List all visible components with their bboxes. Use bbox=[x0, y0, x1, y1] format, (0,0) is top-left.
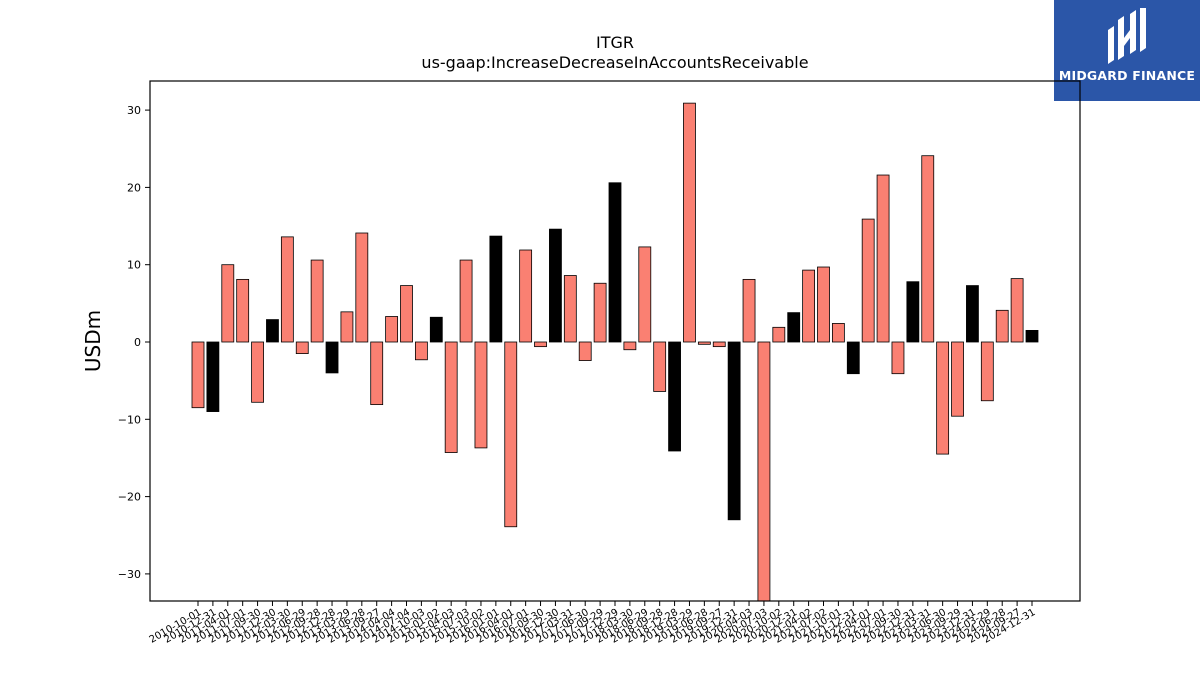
bar-2011-07-01 bbox=[236, 278, 250, 343]
bar-2022-07-01 bbox=[876, 174, 890, 343]
bar-2018-03-30 bbox=[623, 341, 637, 351]
bar-2016-09-30 bbox=[534, 341, 547, 348]
bar-2023-06-30 bbox=[936, 341, 950, 455]
bar-2015-04-03 bbox=[444, 341, 458, 453]
bar-2012-03-30 bbox=[280, 236, 294, 343]
bar-2020-07-03 bbox=[757, 341, 771, 602]
bar-2021-04-02 bbox=[802, 269, 816, 343]
bar-2024-06-28 bbox=[995, 309, 1009, 343]
bar-2019-06-28 bbox=[697, 341, 711, 345]
bar-2015-01-02 bbox=[429, 316, 443, 343]
bar-2024-03-29 bbox=[980, 341, 994, 402]
bar-2012-09-28 bbox=[310, 259, 324, 343]
y-tick-label: 10 bbox=[127, 259, 141, 272]
y-ticks-group: −30 −20 −10 0 10 20 30 bbox=[118, 104, 150, 581]
bar-2023-12-31 bbox=[966, 285, 979, 343]
bar-2017-12-29 bbox=[608, 182, 622, 343]
bar-2017-03-31 bbox=[563, 275, 577, 343]
bar-2012-06-29 bbox=[295, 341, 309, 355]
bar-2015-10-02 bbox=[474, 341, 488, 449]
bar-2018-09-28 bbox=[653, 341, 667, 392]
bar-2023-03-31 bbox=[921, 155, 935, 343]
y-tick-label: −20 bbox=[118, 491, 141, 504]
bar-2013-06-28 bbox=[355, 232, 369, 343]
chart-subtitle: us-gaap:IncreaseDecreaseInAccountsReceiv… bbox=[421, 53, 808, 72]
bar-2021-10-01 bbox=[831, 323, 845, 343]
bar-2020-12-31 bbox=[787, 312, 801, 343]
bar-2019-12-31 bbox=[727, 341, 741, 521]
y-tick-label: −30 bbox=[118, 568, 141, 581]
bar-2016-04-01 bbox=[504, 341, 518, 528]
bar-2014-07-04 bbox=[400, 285, 413, 343]
bar-2016-07-01 bbox=[519, 249, 533, 343]
bar-2020-10-02 bbox=[772, 326, 786, 343]
bar-2024-12-31 bbox=[1025, 329, 1039, 343]
y-tick-label: 30 bbox=[127, 104, 141, 117]
brand-name: MIDGARD FINANCE bbox=[1058, 68, 1196, 83]
bar-2022-12-31 bbox=[906, 281, 920, 343]
bar-2010-10-01 bbox=[191, 341, 205, 409]
bar-2024-09-27 bbox=[1010, 278, 1024, 343]
y-tick-label: −10 bbox=[118, 413, 141, 426]
bar-2015-07-03 bbox=[459, 259, 473, 343]
bar-2010-12-31 bbox=[206, 341, 220, 412]
y-axis-label: USDm bbox=[81, 310, 105, 372]
bar-2017-06-30 bbox=[578, 341, 592, 361]
bar-2017-09-29 bbox=[593, 282, 607, 343]
bar-2011-09-30 bbox=[251, 341, 264, 403]
chart-title: ITGR bbox=[596, 33, 634, 52]
bar-2021-07-02 bbox=[817, 266, 830, 343]
bar-2016-12-30 bbox=[549, 228, 562, 343]
bar-2022-04-01 bbox=[861, 218, 875, 343]
midgard-logo-icon bbox=[1108, 8, 1146, 64]
y-tick-label: 20 bbox=[127, 181, 141, 194]
bar-2016-01-01 bbox=[489, 235, 503, 343]
bar-2014-04-04 bbox=[385, 316, 399, 343]
bars-group bbox=[191, 102, 1039, 602]
brand-logo: MIDGARD FINANCE bbox=[1054, 0, 1200, 101]
bar-2021-12-31 bbox=[846, 341, 860, 375]
bar-2011-04-01 bbox=[221, 264, 235, 343]
bar-2023-09-29 bbox=[951, 341, 964, 417]
bar-2018-12-28 bbox=[668, 341, 681, 452]
plot-frame bbox=[149, 80, 1081, 602]
bar-2011-12-30 bbox=[266, 319, 279, 343]
y-tick-label: 0 bbox=[134, 336, 141, 349]
bar-2019-09-27 bbox=[712, 341, 726, 348]
bar-2013-03-29 bbox=[340, 311, 354, 343]
bar-2018-06-29 bbox=[638, 246, 652, 343]
bar-2012-12-28 bbox=[325, 341, 339, 374]
bar-2020-04-03 bbox=[742, 278, 756, 343]
bar-2019-03-29 bbox=[683, 102, 696, 343]
bar-2022-09-30 bbox=[891, 341, 905, 375]
bar-2014-10-03 bbox=[414, 341, 428, 361]
x-ticks-group: 2010-10-012010-12-312011-04-012011-07-01… bbox=[148, 601, 1038, 646]
bar-2013-09-27 bbox=[370, 341, 384, 406]
